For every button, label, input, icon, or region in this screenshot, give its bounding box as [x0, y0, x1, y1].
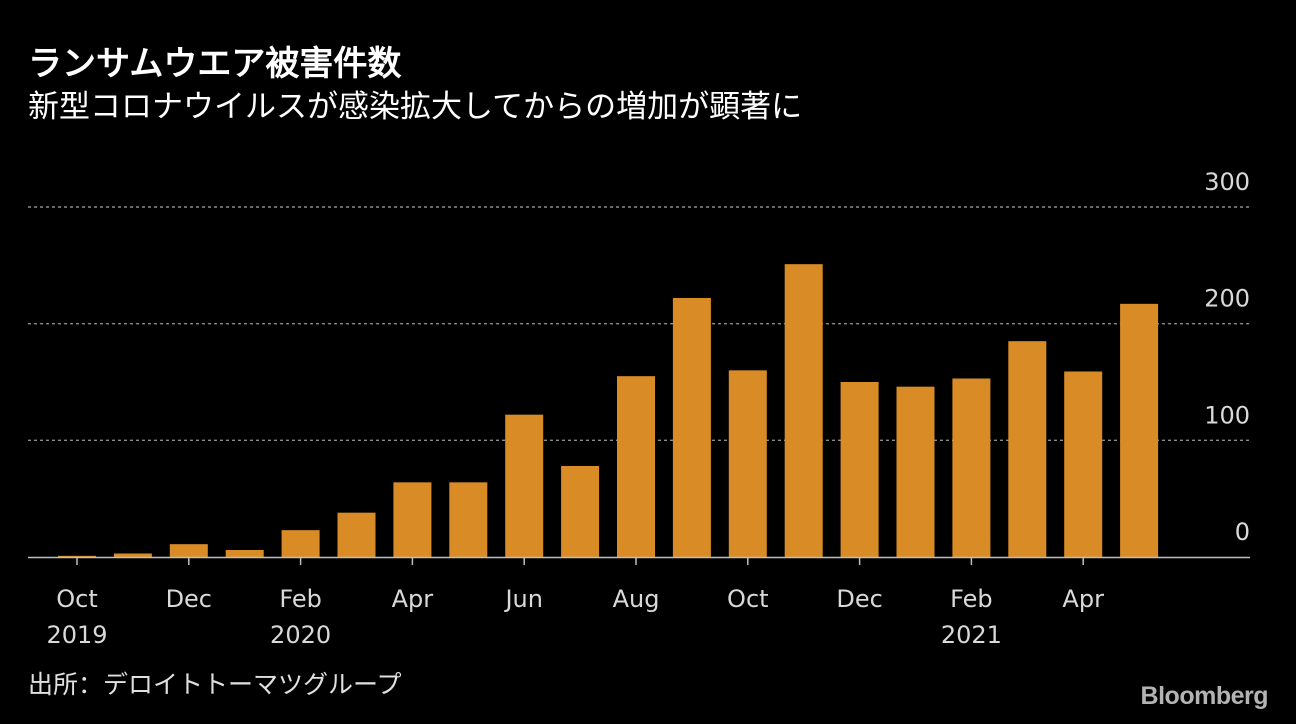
x-tick-year-label: 2020: [270, 621, 331, 649]
bloomberg-logo: Bloomberg: [1140, 682, 1269, 710]
bar: [169, 544, 208, 557]
x-tick-label: Feb: [950, 585, 993, 613]
y-tick-label: 100: [1204, 401, 1250, 429]
x-tick-label: Oct: [727, 585, 769, 613]
chart-title: ランサムウエア被害件数: [28, 44, 402, 84]
bar: [393, 482, 432, 557]
bar: [672, 298, 711, 557]
bar: [784, 264, 823, 557]
bar: [449, 482, 488, 557]
x-tick-label: Apr: [1062, 585, 1104, 613]
bar: [728, 370, 767, 557]
y-tick-label: 300: [1204, 168, 1250, 196]
bar: [505, 414, 544, 557]
bar: [113, 553, 152, 557]
bar: [952, 378, 991, 557]
bar: [1120, 303, 1159, 557]
x-tick-label: Oct: [56, 585, 98, 613]
bars: [58, 264, 1159, 557]
x-tick-year-label: 2021: [941, 621, 1002, 649]
bar: [337, 512, 376, 557]
x-tick-year-label: 2019: [46, 621, 107, 649]
bar: [1008, 341, 1047, 557]
x-axis-ticks: Oct 2019 Dec Feb 2020 Apr Jun Aug Oct Dec Feb 2021 A…: [46, 557, 1104, 649]
bar: [225, 550, 264, 557]
y-tick-label: 200: [1204, 285, 1250, 313]
chart-subtitle: 新型コロナウイルスが感染拡大してからの増加が顕著に: [28, 89, 803, 125]
x-tick-label: Jun: [503, 585, 543, 613]
x-tick-label: Feb: [279, 585, 322, 613]
bar: [58, 555, 96, 557]
y-axis-ticks: 0 100 200 300: [1204, 168, 1250, 546]
bar: [840, 382, 879, 557]
bar: [617, 376, 655, 557]
x-tick-label: Apr: [392, 585, 434, 613]
bar: [281, 530, 320, 557]
bar: [896, 386, 935, 557]
x-tick-label: Dec: [166, 585, 212, 613]
x-tick-label: Dec: [836, 585, 882, 613]
bar: [1064, 371, 1103, 557]
x-tick-label: Aug: [613, 585, 660, 613]
y-tick-label: 0: [1235, 518, 1250, 546]
source-note: 出所：デロイトトーマツグループ: [28, 670, 402, 699]
bar: [561, 466, 600, 557]
